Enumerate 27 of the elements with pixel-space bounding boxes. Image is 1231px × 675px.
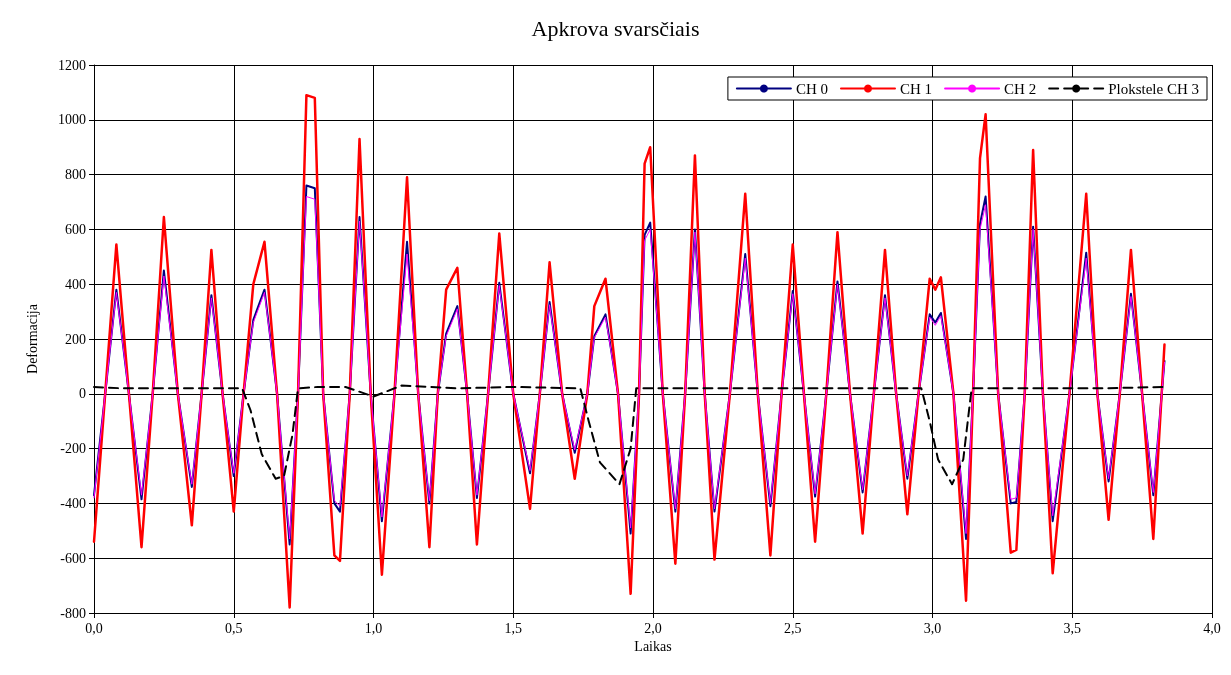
x-tick-label: 1,5 [504, 620, 522, 636]
y-tick-label: 1200 [58, 57, 86, 73]
y-tick-label: 200 [65, 331, 86, 347]
legend-label: CH 1 [899, 80, 933, 97]
y-tick-label: 800 [65, 167, 86, 183]
y-tick-label: 0 [79, 386, 86, 402]
x-tick-label: 2,0 [644, 620, 662, 636]
y-axis-title: Deformacija [24, 303, 40, 374]
x-tick-label: 0,5 [225, 620, 243, 636]
x-tick-label: 3,5 [1063, 620, 1081, 636]
y-tick-label: -400 [60, 495, 86, 511]
x-axis-title: Laikas [634, 639, 672, 655]
y-tick-label: -200 [60, 441, 86, 457]
y-tick-label: 400 [65, 276, 86, 292]
legend-label: Plokstele CH 3 [1108, 80, 1200, 97]
legend-label: CH 2 [1004, 80, 1037, 97]
x-tick-label: 4,0 [1203, 620, 1221, 636]
y-tick-label: 1000 [58, 112, 86, 128]
x-tick-label: 0,0 [85, 620, 103, 636]
x-tick-label: 3,0 [923, 620, 942, 636]
legend-label: CH 0 [795, 80, 828, 97]
y-tick-label: -800 [60, 605, 86, 621]
y-tick-label: -600 [60, 550, 86, 566]
y-tick-label: 600 [65, 221, 86, 237]
x-tick-label: 1,0 [364, 620, 383, 636]
chart-title: Apkrova svarsčiais [531, 15, 700, 41]
x-tick-label: 2,5 [784, 620, 802, 636]
